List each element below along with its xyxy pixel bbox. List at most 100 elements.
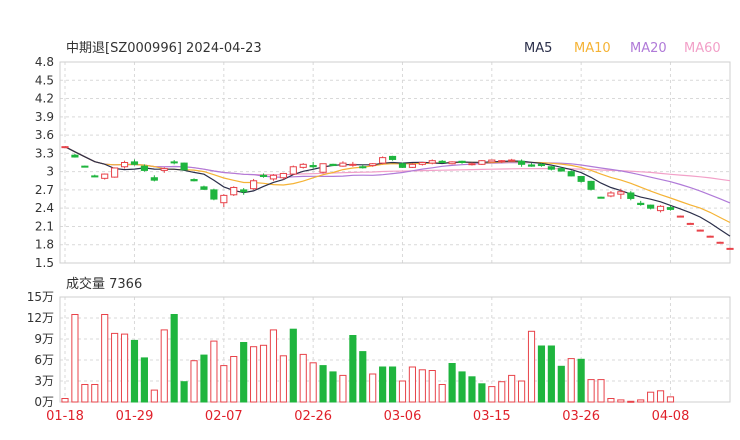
volume-bar — [71, 314, 79, 403]
candle — [259, 173, 268, 178]
candle-body — [508, 159, 516, 162]
volume-bar — [250, 346, 258, 403]
volume-bar — [279, 355, 287, 403]
volume-bar — [398, 380, 407, 403]
volume-bar — [200, 354, 208, 403]
candle-body — [379, 157, 387, 164]
candle — [289, 165, 297, 175]
candle — [210, 188, 218, 201]
volume-bar — [269, 329, 278, 403]
candle — [71, 153, 79, 158]
volume-bar — [428, 370, 436, 403]
volume-bar — [587, 379, 595, 403]
candle — [190, 178, 198, 182]
candle-body — [518, 160, 526, 165]
candle-body — [259, 174, 268, 178]
candle — [547, 166, 555, 171]
volume-bar — [359, 351, 367, 403]
candle-body — [666, 207, 675, 210]
candle-body — [716, 241, 724, 244]
candle — [637, 200, 645, 206]
volume-tick-label: 3万 — [34, 374, 54, 388]
volume-bar — [61, 398, 69, 403]
candle-body — [61, 146, 69, 149]
date-tick-label: 01-18 — [46, 409, 84, 424]
date-tick-label: 03-26 — [562, 409, 600, 424]
candle-body — [309, 165, 317, 168]
candle — [597, 196, 605, 199]
candle-body — [418, 162, 426, 165]
candle — [537, 163, 546, 167]
candle-body — [458, 160, 466, 163]
chart-title: 中期退[SZ000996] 2024-04-23 — [66, 41, 262, 56]
volume-bar — [299, 353, 307, 403]
candle-body — [130, 161, 139, 165]
candle-body — [210, 189, 218, 200]
price-tick-label: 2.1 — [35, 219, 54, 233]
candle — [130, 159, 139, 166]
volume-bar — [349, 335, 357, 403]
volume-bar — [180, 381, 188, 403]
candle — [369, 163, 377, 167]
candle — [508, 158, 516, 162]
volume-bar — [418, 369, 426, 403]
candle-body — [180, 162, 188, 171]
ma5-line — [64, 146, 731, 237]
candle-body — [597, 196, 605, 199]
moving-average-lines — [64, 146, 731, 237]
price-tick-label: 4.8 — [35, 55, 54, 69]
candle-body — [448, 161, 456, 165]
legend-ma10: MA10 — [574, 41, 611, 56]
date-tick-label: 04-08 — [652, 409, 690, 424]
candle-body — [656, 205, 665, 212]
date-tick-label: 02-07 — [205, 409, 243, 424]
candle-body — [577, 176, 585, 182]
candle-body — [438, 160, 446, 163]
volume-bar — [637, 399, 645, 403]
candle — [567, 170, 575, 177]
volume-bar — [547, 345, 555, 403]
candle — [91, 174, 99, 178]
candle — [716, 241, 724, 244]
candle-body — [91, 175, 99, 178]
candle — [607, 191, 615, 198]
candlesticks — [61, 146, 734, 250]
legend-ma60: MA60 — [684, 41, 721, 56]
volume-bar — [577, 358, 585, 403]
volume-bar — [329, 371, 337, 403]
candle-body — [428, 160, 436, 164]
candle-body — [617, 191, 625, 195]
candle-body — [319, 163, 327, 173]
candle-body — [627, 192, 635, 199]
candle — [666, 205, 675, 211]
candle — [309, 161, 317, 169]
volume-bar — [488, 386, 496, 403]
volume-bar — [597, 379, 605, 403]
candle — [706, 235, 714, 238]
candle-body — [71, 154, 79, 158]
candle — [388, 155, 397, 161]
price-tick-label: 4.2 — [35, 92, 54, 106]
volume-bar — [478, 383, 486, 403]
volume-bar — [557, 365, 565, 403]
candle-body — [299, 163, 307, 168]
volume-bar — [190, 360, 198, 403]
volume-bar — [220, 365, 228, 403]
volume-bar — [379, 366, 387, 403]
candle — [478, 160, 486, 165]
candle-body — [190, 179, 198, 182]
candle — [587, 180, 595, 191]
candle — [170, 160, 178, 165]
volume-bar — [508, 374, 516, 403]
candle-body — [726, 247, 734, 250]
candle-body — [527, 164, 536, 167]
volume-bar — [81, 384, 89, 403]
price-frame — [59, 61, 731, 264]
volume-tick-label: 9万 — [34, 332, 54, 346]
candle-body — [408, 163, 416, 168]
candle — [696, 229, 704, 232]
candle — [726, 247, 734, 250]
volume-bar — [607, 398, 615, 403]
candle — [150, 175, 158, 182]
